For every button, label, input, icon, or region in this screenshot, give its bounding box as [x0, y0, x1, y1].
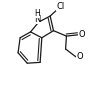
Text: H: H [34, 9, 40, 18]
Text: O: O [76, 52, 83, 61]
Text: N: N [34, 15, 40, 24]
Text: O: O [78, 30, 85, 39]
Text: Cl: Cl [57, 2, 65, 11]
